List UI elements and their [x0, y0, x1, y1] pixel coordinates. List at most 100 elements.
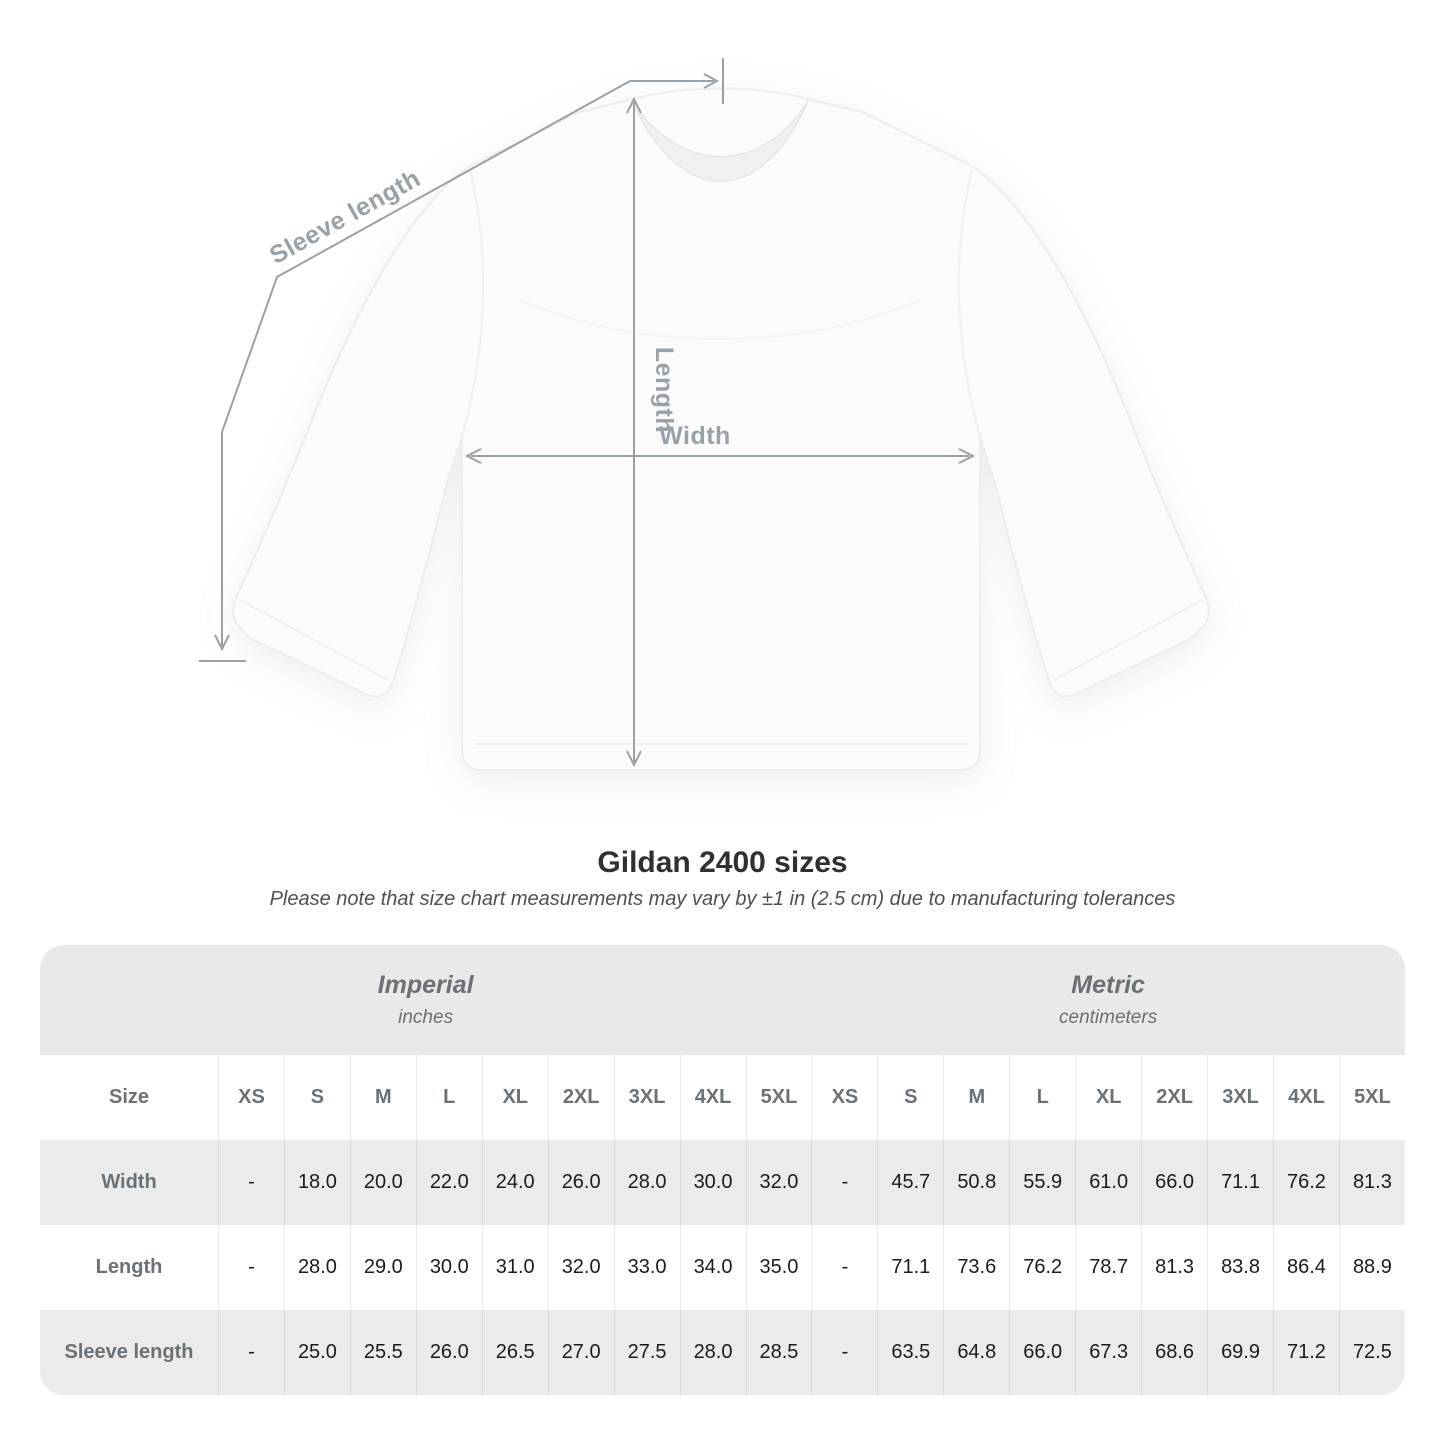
width-value-cell: 30.0 — [679, 1140, 746, 1225]
sleeve-value-cell: 26.5 — [481, 1310, 548, 1395]
width-value-cell: 76.2 — [1273, 1140, 1339, 1225]
sleeve-value-cell: 27.5 — [613, 1310, 680, 1395]
size-header-cell: 5XL — [1338, 1055, 1405, 1140]
table-row-sleeve-length: Sleeve length -25.0 25.5 26.0 26.5 27.0 27.5 2… — [40, 1310, 1405, 1395]
sleeve-value-cell: 28.5 — [745, 1310, 812, 1395]
width-value-cell: 28.0 — [613, 1140, 680, 1225]
sleeve-length-dimension-line — [199, 58, 724, 662]
metric-label: Metric — [1071, 971, 1145, 999]
sleeve-value-cell: 71.2 — [1273, 1310, 1339, 1395]
length-value-cell: 86.4 — [1273, 1225, 1339, 1310]
width-value-cell: - — [218, 1140, 284, 1225]
row-label-length: Length — [95, 1256, 163, 1278]
length-dimension-line — [626, 96, 642, 768]
sleeve-value-cell: 67.3 — [1075, 1310, 1141, 1395]
size-header-cell: 3XL — [613, 1055, 680, 1140]
table-row-length: Length -28.0 29.0 30.0 31.0 32.0 33.0 34.0 35.0… — [40, 1225, 1405, 1310]
length-value-cell: 33.0 — [613, 1225, 680, 1310]
sleeve-value-cell: 66.0 — [1009, 1310, 1075, 1395]
width-dimension-line — [464, 448, 976, 464]
size-column-header: Size — [108, 1086, 150, 1108]
metric-header: Metric centimeters — [811, 945, 1405, 1055]
size-header-cell: 4XL — [1273, 1055, 1339, 1140]
width-value-cell: 81.3 — [1338, 1140, 1405, 1225]
length-value-cell: 88.9 — [1338, 1225, 1405, 1310]
length-value-cell: 73.6 — [943, 1225, 1009, 1310]
width-label: Width — [659, 422, 731, 450]
size-header-cell: XL — [481, 1055, 548, 1140]
length-value-cell: 35.0 — [745, 1225, 812, 1310]
diagram-canvas: Sleeve length Length Width — [199, 58, 1210, 771]
size-header-cell: M — [943, 1055, 1009, 1140]
metric-unit: centimeters — [1059, 1007, 1158, 1028]
length-value-cell: 71.1 — [877, 1225, 943, 1310]
length-value-cell: 31.0 — [481, 1225, 548, 1310]
imperial-unit: inches — [398, 1007, 454, 1028]
table-row-width: Width -18.0 20.0 22.0 24.0 26.0 28.0 30.0 32.0 … — [40, 1140, 1405, 1225]
sleeve-value-cell: 25.5 — [349, 1310, 416, 1395]
size-header-cell: S — [283, 1055, 350, 1140]
length-value-cell: 29.0 — [349, 1225, 416, 1310]
length-label: Length — [650, 347, 678, 433]
size-header-cell: L — [415, 1055, 482, 1140]
sleeve-value-cell: 63.5 — [877, 1310, 943, 1395]
size-header-cell: XS — [811, 1055, 877, 1140]
size-chart-table: Imperial inches Metric centimeters Size … — [40, 945, 1405, 1395]
size-header-cell: M — [349, 1055, 416, 1140]
size-header-cell: L — [1009, 1055, 1075, 1140]
row-label-sleeve-length: Sleeve length — [64, 1341, 194, 1363]
size-header-cell: S — [877, 1055, 943, 1140]
width-value-cell: 71.1 — [1207, 1140, 1273, 1225]
width-value-cell: 45.7 — [877, 1140, 943, 1225]
width-value-cell: 61.0 — [1075, 1140, 1141, 1225]
size-header-cell: 4XL — [679, 1055, 746, 1140]
page-title: Gildan 2400 sizes — [597, 846, 848, 879]
length-value-cell: 83.8 — [1207, 1225, 1273, 1310]
length-value-cell: 30.0 — [415, 1225, 482, 1310]
width-value-cell: - — [811, 1140, 877, 1225]
size-header-cell: 2XL — [1141, 1055, 1207, 1140]
width-value-cell: 22.0 — [415, 1140, 482, 1225]
long-sleeve-shirt-illustration — [232, 87, 1210, 771]
width-value-cell: 20.0 — [349, 1140, 416, 1225]
length-value-cell: 32.0 — [547, 1225, 614, 1310]
size-header-row: Size XS S M L XL 2XL 3XL 4XL 5XL XS S M L XL 2XL 3XL 4X… — [40, 1055, 1405, 1140]
length-value-cell: 28.0 — [283, 1225, 350, 1310]
width-value-cell: 50.8 — [943, 1140, 1009, 1225]
row-label-width: Width — [101, 1171, 157, 1193]
imperial-label: Imperial — [377, 971, 474, 999]
sleeve-value-cell: 26.0 — [415, 1310, 482, 1395]
length-value-cell: 78.7 — [1075, 1225, 1141, 1310]
sleeve-value-cell: 69.9 — [1207, 1310, 1273, 1395]
width-value-cell: 66.0 — [1141, 1140, 1207, 1225]
width-value-cell: 24.0 — [481, 1140, 548, 1225]
size-header-cell: 2XL — [547, 1055, 614, 1140]
width-value-cell: 55.9 — [1009, 1140, 1075, 1225]
length-value-cell: - — [811, 1225, 877, 1310]
sleeve-value-cell: 68.6 — [1141, 1310, 1207, 1395]
shirt-measurement-diagram: Sleeve length Length Width — [199, 58, 1210, 771]
width-value-cell: 32.0 — [745, 1140, 812, 1225]
sleeve-value-cell: 64.8 — [943, 1310, 1009, 1395]
sleeve-value-cell: 72.5 — [1338, 1310, 1405, 1395]
collar — [631, 100, 809, 182]
length-value-cell: 81.3 — [1141, 1225, 1207, 1310]
size-header-cell: 5XL — [745, 1055, 812, 1140]
sleeve-value-cell: 25.0 — [283, 1310, 350, 1395]
width-value-cell: 26.0 — [547, 1140, 614, 1225]
length-value-cell: 34.0 — [679, 1225, 746, 1310]
size-header-cell: XL — [1075, 1055, 1141, 1140]
sleeve-value-cell: 27.0 — [547, 1310, 614, 1395]
unit-header-row: Imperial inches Metric centimeters — [40, 945, 1405, 1055]
length-value-cell: 76.2 — [1009, 1225, 1075, 1310]
tolerance-note: Please note that size chart measurements… — [269, 888, 1176, 910]
sleeve-value-cell: - — [218, 1310, 284, 1395]
size-header-cell: 3XL — [1207, 1055, 1273, 1140]
width-value-cell: 18.0 — [283, 1140, 350, 1225]
length-value-cell: - — [218, 1225, 284, 1310]
imperial-header: Imperial inches — [40, 945, 811, 1055]
sleeve-value-cell: - — [811, 1310, 877, 1395]
size-header-cell: XS — [218, 1055, 284, 1140]
sleeve-value-cell: 28.0 — [679, 1310, 746, 1395]
